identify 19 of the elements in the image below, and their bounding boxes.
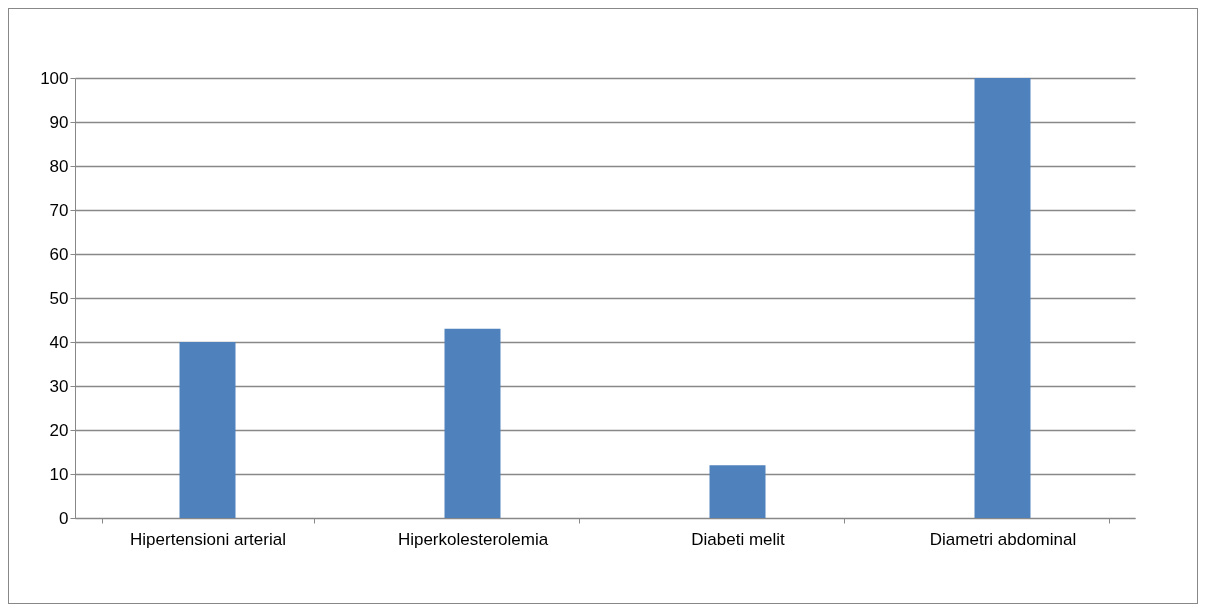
y-tick-label: 40: [49, 332, 69, 352]
y-tick-label: 80: [49, 156, 69, 176]
bar: [179, 342, 236, 518]
x-tick-label: Hiperkolesterolemia: [397, 529, 549, 549]
y-tick-label: 50: [49, 288, 69, 308]
y-tick-label: 100: [40, 68, 69, 88]
y-tick-label: 60: [49, 244, 69, 264]
bar: [444, 328, 501, 518]
bar: [974, 78, 1031, 518]
bar: [709, 465, 766, 518]
y-tick-label: 70: [49, 200, 69, 220]
y-tick-label: 10: [49, 464, 69, 484]
x-tick-label: Diametri abdominal: [929, 529, 1077, 549]
y-tick-label: 0: [59, 508, 69, 528]
y-tick-label: 20: [49, 420, 69, 440]
y-tick-label: 30: [49, 376, 69, 396]
x-tick-label: Hipertensioni arterial: [130, 529, 286, 549]
y-tick-label: 90: [49, 112, 69, 132]
x-tick-label: Diabeti melit: [691, 529, 786, 549]
